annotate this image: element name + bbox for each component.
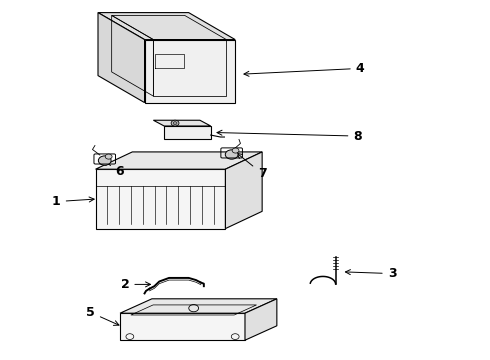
Polygon shape bbox=[153, 120, 211, 126]
Circle shape bbox=[105, 154, 112, 159]
Polygon shape bbox=[245, 299, 277, 340]
Circle shape bbox=[232, 148, 239, 153]
Circle shape bbox=[225, 150, 238, 159]
Polygon shape bbox=[120, 299, 277, 313]
Text: 5: 5 bbox=[86, 306, 119, 325]
Text: 7: 7 bbox=[237, 153, 267, 180]
Text: 1: 1 bbox=[52, 195, 94, 208]
Polygon shape bbox=[164, 126, 211, 139]
Polygon shape bbox=[98, 13, 145, 103]
Text: 8: 8 bbox=[217, 130, 362, 143]
Circle shape bbox=[173, 122, 177, 125]
Circle shape bbox=[171, 120, 179, 126]
Text: 2: 2 bbox=[121, 278, 150, 291]
Text: 6: 6 bbox=[103, 161, 124, 178]
Polygon shape bbox=[98, 13, 235, 40]
Polygon shape bbox=[96, 152, 262, 169]
Text: 3: 3 bbox=[345, 267, 396, 280]
Polygon shape bbox=[225, 152, 262, 229]
Polygon shape bbox=[145, 40, 235, 103]
Circle shape bbox=[98, 156, 111, 165]
Polygon shape bbox=[96, 169, 225, 229]
Text: 4: 4 bbox=[244, 62, 365, 76]
Polygon shape bbox=[120, 313, 245, 340]
